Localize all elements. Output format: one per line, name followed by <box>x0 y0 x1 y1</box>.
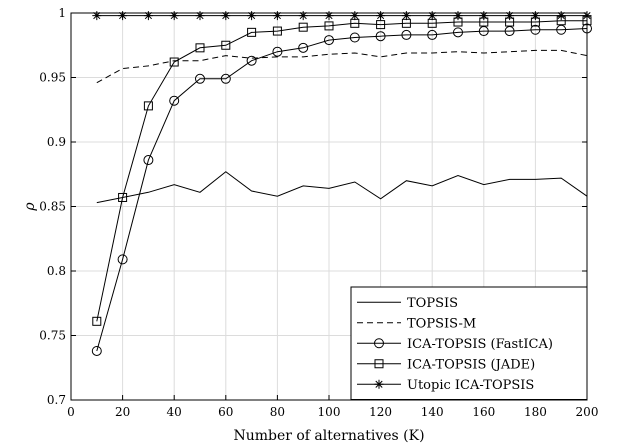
series-layer <box>91 11 592 356</box>
data-point <box>427 29 438 40</box>
data-point <box>349 32 360 43</box>
legend-label: ICA-TOPSIS (FastICA) <box>407 337 553 352</box>
data-point <box>92 316 102 326</box>
x-tick-label: 200 <box>576 405 599 419</box>
data-point <box>118 192 128 202</box>
x-axis: 0 20 40 60 80 100 120 140 160 180 200 <box>67 13 598 419</box>
legend-label: ICA-TOPSIS (JADE) <box>407 357 535 372</box>
data-point <box>195 11 205 21</box>
data-point <box>556 24 567 35</box>
data-point <box>298 11 308 21</box>
data-point <box>324 21 334 31</box>
legend: TOPSIS TOPSIS-M ICA-TOPSIS (FastICA) ICA-TO… <box>350 286 588 400</box>
y-tick-label: 0.85 <box>39 200 66 214</box>
legend-label: Utopic ICA-TOPSIS <box>407 378 534 393</box>
data-point <box>195 43 205 53</box>
x-tick-label: 100 <box>318 405 341 419</box>
data-point <box>324 35 334 46</box>
data-point <box>143 101 153 111</box>
data-point <box>246 55 257 66</box>
y-tick-label: 0.95 <box>39 71 66 85</box>
x-tick-label: 140 <box>421 405 444 419</box>
data-point <box>117 254 128 265</box>
data-point <box>453 11 463 21</box>
series-3 <box>92 16 592 326</box>
y-tick-label: 0.75 <box>39 329 66 343</box>
legend-marker <box>374 379 384 389</box>
legend-label: TOPSIS-M <box>407 316 476 331</box>
y-tick-label: 1 <box>58 6 66 20</box>
data-point <box>220 73 231 84</box>
data-point <box>350 11 360 21</box>
legend-marker <box>374 338 384 349</box>
data-point <box>478 26 489 37</box>
data-point <box>272 46 283 57</box>
series-0 <box>96 171 588 204</box>
x-tick-label: 80 <box>270 405 285 419</box>
series-2 <box>91 23 592 356</box>
data-point <box>556 11 566 21</box>
y-tick-label: 0.9 <box>47 135 66 149</box>
series-4 <box>92 11 592 21</box>
x-axis-label: Number of alternatives (K) <box>233 428 424 444</box>
data-point <box>169 57 179 67</box>
series-line <box>96 171 588 204</box>
data-point <box>401 29 412 40</box>
x-tick-label: 0 <box>67 405 75 419</box>
y-tick-label: 0.8 <box>47 264 66 278</box>
legend-marker <box>374 359 384 369</box>
x-tick-label: 120 <box>369 405 392 419</box>
data-point <box>143 11 153 21</box>
x-tick-label: 20 <box>115 405 130 419</box>
data-point <box>169 95 180 106</box>
x-tick-label: 60 <box>218 405 233 419</box>
data-point <box>221 40 231 50</box>
data-point <box>375 31 386 42</box>
y-tick-label: 0.7 <box>47 393 66 407</box>
data-point <box>504 26 515 37</box>
data-point <box>401 11 411 21</box>
data-point <box>453 27 463 38</box>
x-tick-label: 40 <box>167 405 182 419</box>
data-point <box>91 345 102 356</box>
data-point <box>505 11 515 21</box>
legend-label: TOPSIS <box>407 296 458 311</box>
data-point <box>298 42 309 53</box>
data-point <box>530 24 541 35</box>
data-point <box>92 11 102 21</box>
y-axis-label: ρ <box>22 202 38 212</box>
data-point <box>247 27 257 37</box>
data-point <box>298 22 308 32</box>
data-point <box>195 73 205 84</box>
data-point <box>272 26 282 36</box>
data-point <box>143 155 154 166</box>
data-point <box>376 20 386 30</box>
x-tick-label: 180 <box>524 405 547 419</box>
data-point <box>247 11 257 21</box>
x-tick-label: 160 <box>472 405 495 419</box>
